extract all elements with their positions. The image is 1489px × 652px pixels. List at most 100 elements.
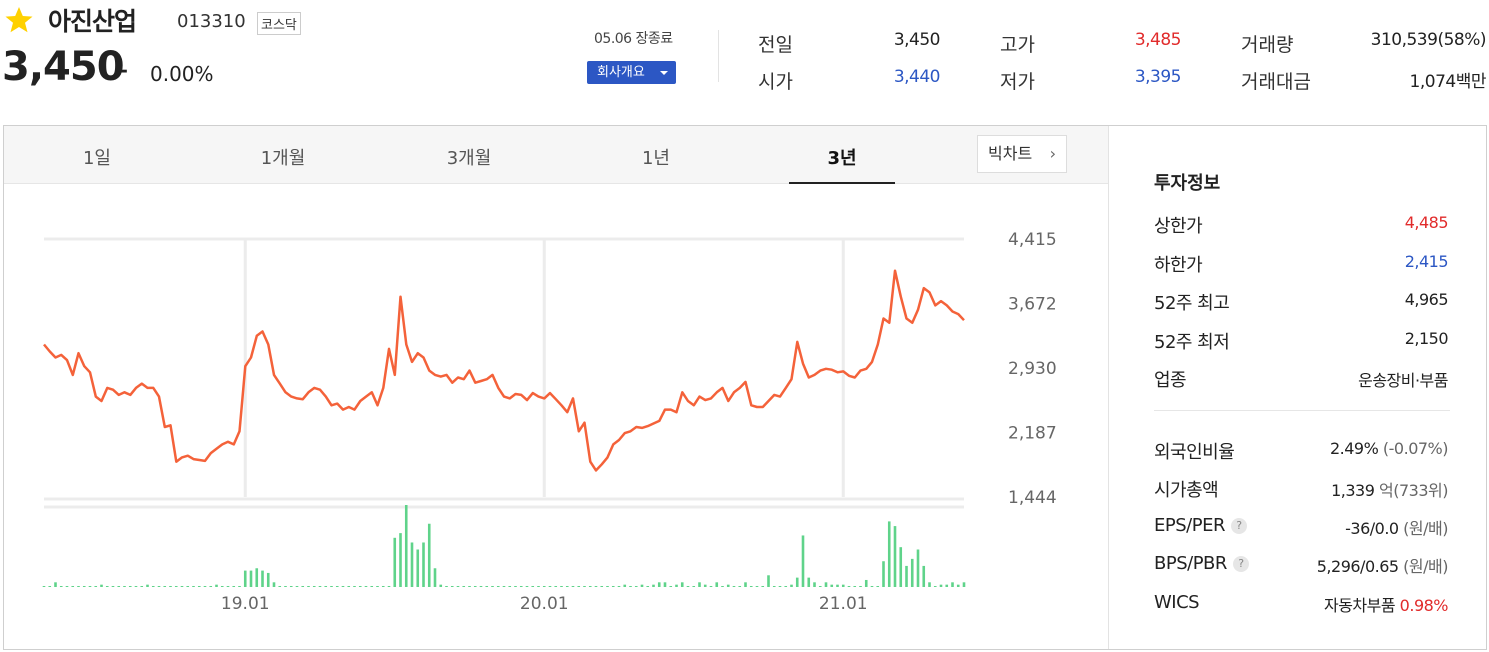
- change-rate: 0.00%: [150, 62, 214, 86]
- w52-low-value: 2,150: [1404, 329, 1449, 348]
- volume-bar: [266, 572, 270, 587]
- volume-bar: [278, 586, 282, 587]
- volume-bar: [675, 584, 678, 587]
- open-value: 3,440: [893, 67, 941, 87]
- prev-value: 3,450: [893, 30, 941, 50]
- volume-bar: [853, 586, 857, 587]
- volume-bar: [732, 586, 736, 587]
- volume-bar: [358, 586, 362, 587]
- volume-label: 거래량: [1241, 34, 1294, 56]
- change-symbol: –: [117, 58, 128, 83]
- volume-bar: [726, 584, 730, 587]
- wics-value: 자동차부품 0.98%: [1323, 592, 1449, 616]
- favorite-star-icon[interactable]: [4, 5, 34, 35]
- volume-bar: [864, 579, 868, 587]
- volume-bar: [611, 586, 615, 587]
- company-overview-button[interactable]: 회사개요: [587, 61, 676, 84]
- investment-info: 투자정보 상한가 4,485 하한가 2,415 52주 최고 4,965 52…: [1108, 126, 1486, 649]
- w52-low-label: 52주 최저: [1154, 332, 1230, 353]
- market-cap-label: 시가총액: [1154, 480, 1219, 501]
- volume-bar: [525, 586, 529, 587]
- volume-bar: [117, 586, 121, 587]
- volume-bar: [893, 526, 897, 587]
- volume-bar: [887, 521, 891, 587]
- bigchart-button[interactable]: 빅차트 ›: [977, 135, 1067, 173]
- volume-bar: [140, 586, 144, 587]
- volume-bar: [485, 586, 489, 587]
- price-chart: 4,415 3,672 2,930 2,187 1,444 19.01 20.01 21.0…: [42, 230, 1057, 614]
- volume-bar: [554, 586, 558, 587]
- volume-bar: [42, 586, 46, 587]
- eps-per-unit: (원/배): [1403, 519, 1448, 538]
- volume-bar: [370, 586, 374, 587]
- volume-bar: [767, 575, 770, 587]
- volume-bar: [174, 586, 178, 587]
- tab-1month[interactable]: 1개월: [260, 148, 306, 169]
- volume-bar: [65, 586, 69, 587]
- wics-label: WICS: [1154, 592, 1200, 613]
- volume-bar: [933, 586, 937, 587]
- tab-3year[interactable]: 3년: [827, 148, 857, 169]
- volume-bar: [583, 586, 586, 587]
- volume-bar: [146, 584, 149, 587]
- volume-bar: [427, 523, 431, 587]
- volume-bar: [404, 505, 408, 587]
- volume-bar: [433, 568, 437, 587]
- industry-value[interactable]: 운송장비·부품: [1358, 371, 1448, 390]
- volume-bar: [151, 586, 155, 587]
- volume-bar: [571, 586, 575, 587]
- upper-limit-label: 상한가: [1154, 216, 1203, 237]
- volume-bar: [830, 584, 834, 587]
- volume-bar: [905, 565, 908, 587]
- market-status: 05.06 장종료: [594, 31, 673, 47]
- volume-bar: [289, 586, 293, 587]
- foreign-ratio-change: (-0.07%): [1382, 439, 1449, 458]
- volume-bar: [916, 549, 920, 587]
- x-axis-labels: 19.01 20.01 21.01: [221, 594, 868, 614]
- low-label: 저가: [1000, 71, 1035, 93]
- volume-bar: [180, 586, 184, 587]
- volume-bar: [928, 582, 931, 587]
- chevron-right-icon: ›: [1049, 144, 1056, 163]
- volume-bar: [669, 586, 673, 587]
- volume-bar: [686, 586, 690, 587]
- volume-bar: [186, 586, 190, 587]
- volume-bar: [100, 584, 103, 587]
- volume-bar: [399, 533, 402, 587]
- open-label: 시가: [758, 71, 793, 93]
- volume-bar: [410, 542, 414, 587]
- volume-bar: [232, 586, 236, 587]
- volume-value: 310,539(58%): [1370, 30, 1487, 50]
- volume-bar: [508, 586, 512, 587]
- volume-bar: [318, 586, 322, 587]
- volume-bar: [456, 586, 460, 587]
- volume-bar: [623, 584, 627, 587]
- volume-bar: [364, 586, 368, 587]
- lower-limit-label: 하한가: [1154, 255, 1203, 276]
- tab-3month[interactable]: 3개월: [446, 148, 492, 169]
- volume-bar: [577, 586, 581, 587]
- invest-title: 투자정보: [1154, 173, 1221, 194]
- y-tick-label: 2,930: [1008, 359, 1057, 379]
- volume-bar: [82, 586, 86, 587]
- bps-pbr-label: BPS/PBR?: [1154, 553, 1249, 574]
- wics-sector[interactable]: 자동차부품: [1323, 596, 1396, 615]
- x-tick-label: 21.01: [819, 594, 868, 614]
- volume-bar: [468, 586, 471, 587]
- divider: [1154, 410, 1450, 411]
- volume-bar: [956, 584, 960, 587]
- stock-name: 아진산업: [48, 7, 137, 36]
- volume-bar: [295, 586, 299, 587]
- tab-1day[interactable]: 1일: [82, 148, 111, 169]
- volume-bar: [462, 586, 466, 587]
- volume-bar: [243, 570, 247, 587]
- help-icon[interactable]: ?: [1232, 556, 1249, 572]
- period-tabs: 1일 1개월 3개월 1년 3년 빅차트 ›: [4, 126, 1108, 184]
- amount-value: 1,074백만: [1409, 72, 1487, 92]
- volume-bar: [88, 586, 92, 587]
- help-icon[interactable]: ?: [1230, 518, 1247, 534]
- volume-bar: [560, 586, 563, 587]
- tab-1year[interactable]: 1년: [641, 148, 670, 169]
- volume-bar: [59, 586, 63, 587]
- volume-bar: [381, 586, 385, 587]
